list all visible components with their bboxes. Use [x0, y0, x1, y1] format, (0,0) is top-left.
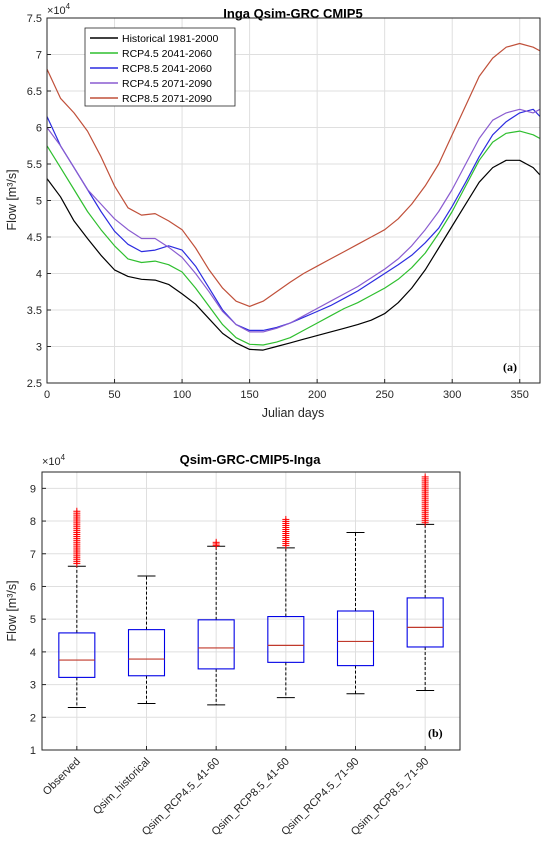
line-chart-x-label: Julian days: [262, 406, 325, 420]
y-tick-label: 8: [30, 516, 36, 528]
line-chart-panel: Inga Qsim-GRC CMIP5 0 50 100 150 200 250 300 35…: [5, 2, 541, 420]
box-plot-title: Qsim-GRC-CMIP5-Inga: [180, 452, 322, 467]
y-tick-label: 6.5: [27, 86, 42, 98]
y-tick-label: 4.5: [27, 232, 42, 244]
x-tick-label: 0: [44, 389, 50, 401]
line-chart-y-ticks: 2.5 3 3.5 4 4.5 5 5.5 6 6.5 7 7.5: [27, 13, 51, 390]
legend-entry-2: RCP4.5 2041-2060: [122, 48, 212, 60]
y-tick-label: 6: [36, 123, 42, 135]
interquartile-box: [267, 616, 305, 663]
line-chart-y-exponent: ×104: [47, 2, 71, 17]
legend-entry-4: RCP4.5 2071-2090: [122, 78, 212, 90]
legend-entry-3: RCP8.5 2041-2060: [122, 63, 212, 75]
line-chart-x-ticks: 0 50 100 150 200 250 300 350: [44, 379, 529, 401]
line-chart-title: Inga Qsim-GRC CMIP5: [223, 6, 362, 21]
box-6: [406, 473, 444, 691]
x-tick-label: 50: [108, 389, 120, 401]
y-tick-label: 7: [30, 549, 36, 561]
line-chart-panel-label: (a): [503, 360, 517, 374]
box-1: [58, 507, 96, 708]
box-3: [197, 538, 235, 706]
y-tick-label: 2.5: [27, 378, 42, 390]
interquartile-box: [127, 629, 166, 677]
x-tick-label: 100: [173, 389, 191, 401]
y-tick-label: 7: [36, 50, 42, 62]
line-chart-y-label: Flow [m³/s]: [5, 169, 19, 230]
x-tick-label: 250: [375, 389, 393, 401]
box-plot-boxes-group: [58, 473, 444, 708]
box-plot-y-ticks: 1 2 3 4 5 6 7 8 9: [30, 483, 46, 757]
x-tick-label: 300: [443, 389, 461, 401]
line-chart-legend: Historical 1981-2000 RCP4.5 2041-2060 RCP8…: [84, 27, 236, 107]
interquartile-box: [406, 597, 444, 648]
legend-entry-5: RCP8.5 2071-2090: [122, 93, 212, 105]
box-2: [127, 575, 166, 705]
y-tick-label: 4: [36, 269, 42, 281]
y-tick-label: 6: [30, 581, 36, 593]
box-plot-y-exponent: ×104: [42, 453, 66, 468]
legend-entry-1: Historical 1981-2000: [122, 33, 218, 45]
y-tick-label: 3: [30, 680, 36, 692]
interquartile-box: [197, 619, 235, 670]
y-tick-label: 5: [30, 614, 36, 626]
outlier-markers: [421, 473, 429, 527]
outlier-markers: [212, 538, 220, 550]
series-line-1: [46, 159, 541, 351]
x-tick-label: 350: [511, 389, 529, 401]
outlier-markers: [73, 507, 81, 568]
y-tick-label: 5: [36, 196, 42, 208]
y-tick-label: 2: [30, 712, 36, 724]
box-plot-axes-box: [41, 471, 461, 751]
x-tick-label: 150: [240, 389, 258, 401]
y-tick-label: 1: [30, 745, 36, 757]
y-tick-label: 3: [36, 342, 42, 354]
y-tick-label: 4: [30, 647, 36, 659]
interquartile-box: [336, 610, 375, 667]
box-plot-y-label: Flow [m³/s]: [5, 580, 19, 641]
y-tick-label: 5.5: [27, 159, 42, 171]
box-5: [336, 532, 375, 695]
series-line-5: [46, 42, 541, 307]
legend-box: [84, 27, 236, 107]
line-chart-series-group: [46, 42, 541, 351]
y-tick-label: 7.5: [27, 13, 42, 25]
box-4: [267, 515, 305, 699]
series-line-2: [46, 130, 541, 346]
outlier-markers: [282, 515, 290, 550]
y-tick-label: 9: [30, 483, 36, 495]
series-line-3: [46, 108, 541, 331]
interquartile-box: [58, 632, 96, 678]
box-plot-panel-label: (b): [428, 726, 443, 740]
series-line-4: [46, 108, 541, 333]
y-tick-label: 3.5: [27, 305, 42, 317]
x-tick-label: 200: [308, 389, 326, 401]
